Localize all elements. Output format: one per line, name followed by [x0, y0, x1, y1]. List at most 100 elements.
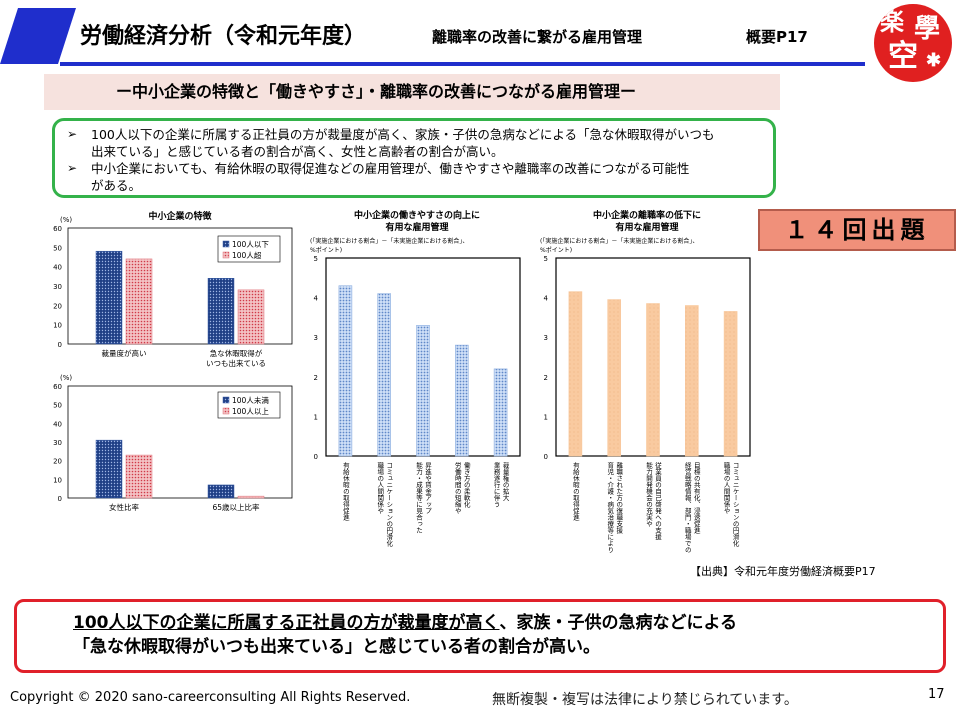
- y-axis-label: (%): [60, 374, 72, 382]
- plot-area: [67, 227, 293, 345]
- logo-char-3: 空: [888, 39, 918, 74]
- x-tick-label: 急な休暇取得が: [210, 348, 263, 358]
- x-tick-label: 従業員の自己啓発への支援: [654, 461, 662, 542]
- bar-1: [607, 299, 621, 457]
- legend-swatch: [222, 396, 230, 404]
- x-tick-label: 職場の人間関係や: [376, 461, 384, 515]
- brand-logo: 楽 學 空 ✱: [874, 4, 952, 82]
- x-tick-label: 経営戦略情報、部門・職場での: [683, 461, 691, 554]
- bar-4: [493, 368, 508, 457]
- bar-0-0: [95, 439, 123, 499]
- y-tick-label: 2: [544, 374, 548, 382]
- y-tick-label: 4: [314, 295, 319, 303]
- y-tick-label: 10: [53, 476, 62, 484]
- y-tick-label: 50: [53, 402, 62, 410]
- summary-bullet-2: 中小企業においても、有給休暇の取得促進などの雇用管理が、働きやすさや離職率の改善…: [67, 160, 759, 194]
- chart-sme-composition: (%) 0 10 20 30 40 50 60 女性比率 65歳以上比率 100人未満 100人以上: [44, 374, 306, 524]
- y-tick-label: 60: [53, 383, 62, 391]
- copy-notice: 無断複製・複写は法律により禁じられています。: [492, 692, 798, 708]
- header-accent-bar: [0, 8, 76, 64]
- x-tick-label: 職場の人間関係や: [722, 461, 730, 515]
- x-tick-label: 有給休暇の取得促進: [571, 461, 579, 522]
- x-tick-label: 能力開発機会の充実や: [645, 461, 653, 528]
- summary-bullet-1: 100人以下の企業に所属する正社員の方が裁量度が高く、家族・子供の急病などによる…: [67, 126, 759, 160]
- x-tick-label: 裁量度が高い: [102, 348, 147, 358]
- logo-char-2: 學: [914, 14, 941, 44]
- x-tick-label: 離職された方の復職支援: [615, 461, 623, 535]
- highlight-box: 100人以下の企業に所属する正社員の方が裁量度が高く、家族・子供の急病などによる…: [14, 599, 946, 673]
- chart-turnover: 中小企業の離職率の低下に 有用な雇用管理 (「実施企業における割合」－「未実施企業に…: [536, 206, 758, 560]
- y-tick-label: 10: [53, 322, 62, 330]
- y-tick-label: 30: [53, 283, 62, 291]
- bar-3: [455, 344, 469, 457]
- bar-0-0: [95, 250, 123, 345]
- y-tick-label: 4: [544, 295, 549, 303]
- bar-0-1: [125, 258, 153, 345]
- y-tick-label: 50: [53, 244, 62, 252]
- bar-4: [723, 311, 738, 457]
- y-tick-label: 3: [544, 334, 548, 342]
- chart-title: 中小企業の働きやすさの向上に: [354, 209, 480, 221]
- x-tick-label: 働き方の柔軟化: [462, 461, 470, 509]
- chart-title: 中小企業の特徴: [148, 210, 212, 222]
- x-tick-label: コミュニケーションの円滑化: [385, 462, 393, 548]
- y-tick-label: 40: [53, 420, 62, 428]
- header-underline: [60, 62, 865, 66]
- summary-bullet-2-line-1: 中小企業においても、有給休暇の取得促進などの雇用管理が、働きやすさや離職率の改善…: [91, 161, 690, 176]
- y-tick-label: 20: [53, 302, 62, 310]
- y-tick-label: 5: [314, 255, 318, 263]
- bar-0-1: [125, 454, 153, 499]
- copyright: Copyright © 2020 sano-careerconsulting A…: [10, 690, 411, 705]
- exam-count-badge: １４回出題: [758, 209, 956, 251]
- legend-label: 100人以上: [232, 407, 269, 416]
- page-title: 労働経済分析（令和元年度）: [80, 24, 367, 49]
- summary-box: 100人以下の企業に所属する正社員の方が裁量度が高く、家族・子供の急病などによる…: [52, 118, 776, 198]
- x-tick-label: 労働時間の短縮や: [453, 461, 461, 515]
- x-tick-label: 業務遂行に伴う: [492, 461, 500, 508]
- plot-area: [67, 385, 293, 499]
- bar-0: [338, 285, 353, 457]
- y-tick-label: 0: [58, 495, 62, 503]
- section-title: ー中小企業の特徴と「働きやすさ」・離職率の改善につながる雇用管理ー: [44, 74, 780, 110]
- x-tick-label: 裁量権の拡大: [501, 461, 509, 503]
- chart-note: (「実施企業における割合」－「未実施企業における割合」、: [310, 237, 468, 245]
- x-tick-label: 65歳以上比率: [212, 502, 260, 512]
- chart-title: 有用な雇用管理: [615, 221, 678, 233]
- legend-label: 100人以下: [232, 240, 269, 249]
- y-tick-label: 1: [314, 413, 318, 421]
- y-tick-label: 3: [314, 334, 318, 342]
- chart-title: 有用な雇用管理: [385, 221, 448, 233]
- y-tick-label: 0: [314, 453, 318, 461]
- logo-char-1: 楽: [880, 7, 904, 36]
- legend-box: [217, 391, 281, 419]
- page-subtitle: 離職率の改善に繋がる雇用管理: [432, 28, 643, 46]
- chart-note: (「実施企業における割合」－「未実施企業における割合」、: [540, 237, 698, 245]
- legend-label: 100人未満: [232, 395, 269, 405]
- bar-1-0: [207, 484, 235, 499]
- bar-1-0: [207, 278, 235, 345]
- x-tick-label: いつも出来ている: [206, 358, 266, 368]
- legend-swatch: [222, 407, 230, 415]
- legend-swatch: [222, 251, 230, 259]
- chart-title: 中小企業の離職率の低下に: [593, 209, 701, 221]
- chart-workability: 中小企業の働きやすさの向上に 有用な雇用管理 (「実施企業における割合」－「未実施企…: [306, 206, 528, 560]
- chart-sme-features: 中小企業の特徴 (%) 0 10 20 30 40 50 60 裁量度が高い 急な休暇取得が いつも出…: [44, 206, 306, 382]
- summary-bullet-1-line-2: 出来ている」と感じている者の割合が高く、女性と高齢者の割合が高い。: [91, 144, 504, 159]
- y-tick-label: 5: [544, 255, 548, 263]
- legend-label: 100人超: [232, 251, 262, 260]
- chart-note: %ポイント): [310, 246, 342, 254]
- highlight-line-2: 「急な休暇取得がいつも出来ている」と感じている者の割合が高い。: [73, 637, 600, 657]
- chart-note: %ポイント): [540, 246, 572, 254]
- summary-bullet-2-line-2: がある。: [91, 178, 142, 193]
- x-tick-label: 昇進や賃金アップ: [424, 462, 432, 515]
- y-tick-label: 0: [544, 453, 548, 461]
- summary-bullet-1-line-1: 100人以下の企業に所属する正社員の方が裁量度が高く、家族・子供の急病などによる…: [91, 127, 715, 142]
- y-tick-label: 20: [53, 458, 62, 466]
- highlight-rest: 、家族・子供の急病などによる: [499, 613, 738, 633]
- bar-2: [646, 303, 660, 457]
- y-tick-label: 40: [53, 264, 62, 272]
- x-tick-label: 育児・介護・病気治療等により: [606, 461, 614, 554]
- page-number: 17: [928, 687, 945, 702]
- bar-2: [416, 325, 430, 457]
- x-tick-label: 有給休暇の取得促進: [341, 461, 349, 522]
